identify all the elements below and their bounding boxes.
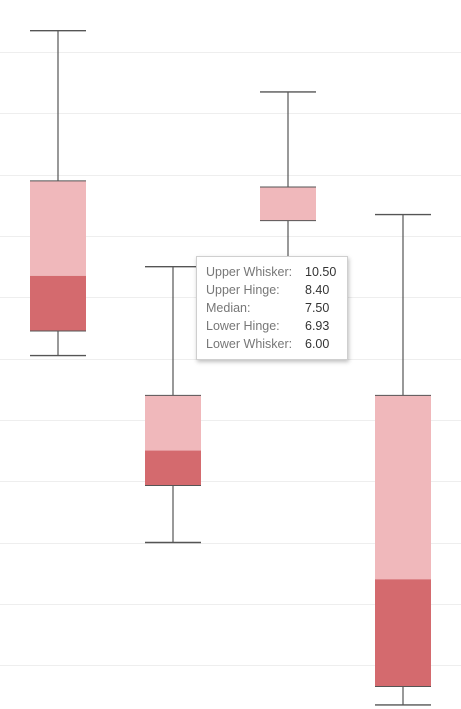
- box-lower: [145, 450, 201, 486]
- tooltip-label: Median:: [206, 301, 251, 315]
- tooltip-value: 10.50: [305, 265, 337, 279]
- tooltip-value: 6.93: [305, 319, 330, 333]
- tooltip-label: Upper Hinge:: [206, 283, 280, 297]
- box-upper: [375, 395, 431, 580]
- tooltip-row-lower-hinge: Lower Hinge: 6.93: [206, 317, 339, 335]
- box-tooltip: Upper Whisker: 10.50 Upper Hinge: 8.40 M…: [196, 256, 348, 360]
- box-upper: [30, 180, 86, 276]
- tooltip-row-upper-whisker: Upper Whisker: 10.50: [206, 263, 339, 281]
- box-lower: [30, 275, 86, 332]
- tooltip-value: 8.40: [305, 283, 330, 297]
- box-upper: [145, 395, 201, 451]
- tooltip-row-median: Median: 7.50: [206, 299, 339, 317]
- tooltip-label: Upper Whisker:: [206, 265, 293, 279]
- tooltip-row-upper-hinge: Upper Hinge: 8.40: [206, 281, 339, 299]
- tooltip-value: 7.50: [305, 301, 330, 315]
- box-upper: [260, 186, 316, 221]
- tooltip-row-lower-whisker: Lower Whisker: 6.00: [206, 335, 339, 353]
- box-lower: [375, 579, 431, 687]
- tooltip-label: Lower Hinge:: [206, 319, 280, 333]
- tooltip-label: Lower Whisker:: [206, 337, 293, 351]
- tooltip-value: 6.00: [305, 337, 330, 351]
